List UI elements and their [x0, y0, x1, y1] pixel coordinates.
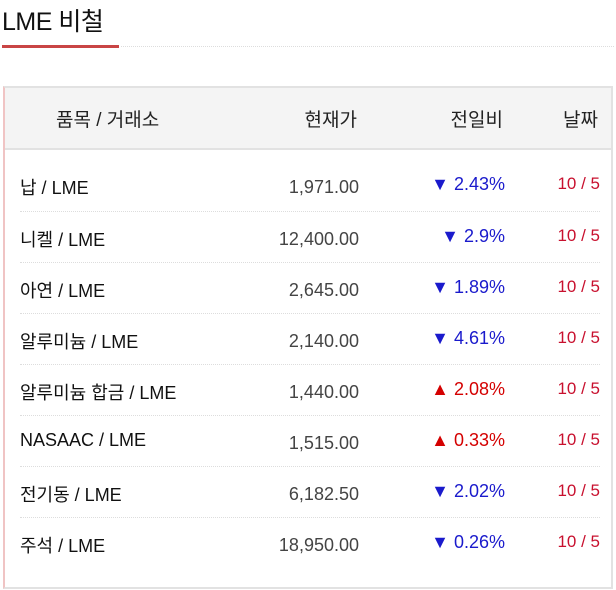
header-price: 현재가: [304, 110, 357, 131]
change-down: ▼ 4.61%: [431, 328, 505, 348]
item-name[interactable]: 니켈 / LME: [20, 230, 106, 250]
change-up: ▲ 2.08%: [431, 379, 505, 399]
current-price: 18,950.00: [278, 535, 359, 555]
change-down: ▼ 2.02%: [431, 481, 505, 501]
change-down: ▼ 2.43%: [431, 174, 505, 194]
change-down: ▼ 1.89%: [431, 277, 505, 297]
item-name[interactable]: 주석 / LME: [20, 536, 106, 556]
item-name[interactable]: 전기동 / LME: [20, 485, 122, 505]
date: 10 / 5: [557, 226, 600, 245]
table-row[interactable]: 납 / LME 1,971.00 ▼ 2.43% 10 / 5: [20, 160, 600, 211]
title-underline: [2, 45, 119, 48]
current-price: 1,515.00: [288, 433, 359, 453]
date: 10 / 5: [557, 532, 600, 551]
date: 10 / 5: [557, 328, 600, 347]
table-row[interactable]: 니켈 / LME 12,400.00 ▼ 2.9% 10 / 5: [20, 211, 600, 263]
date: 10 / 5: [557, 481, 600, 500]
current-price: 2,645.00: [288, 280, 359, 300]
header-date: 날짜: [563, 110, 598, 131]
current-price: 2,140.00: [288, 331, 359, 351]
change-down: ▼ 0.26%: [431, 532, 505, 552]
change-up: ▲ 0.33%: [431, 430, 505, 450]
current-price: 1,971.00: [288, 177, 359, 197]
current-price: 1,440.00: [288, 382, 359, 402]
table-row[interactable]: 주석 / LME 18,950.00 ▼ 0.26% 10 / 5: [20, 517, 600, 569]
table-row[interactable]: NASAAC / LME 1,515.00 ▲ 0.33% 10 / 5: [20, 415, 600, 467]
date: 10 / 5: [557, 379, 600, 398]
lme-table: 품목 / 거래소 현재가 전일비 날짜 납 / LME 1,971.00 ▼ 2…: [3, 86, 613, 589]
table-row[interactable]: 알루미늄 / LME 2,140.00 ▼ 4.61% 10 / 5: [20, 313, 600, 365]
item-name[interactable]: 아연 / LME: [20, 281, 106, 301]
current-price: 6,182.50: [288, 484, 359, 504]
title-divider: [121, 46, 614, 47]
date: 10 / 5: [557, 277, 600, 296]
section-title: LME 비철: [2, 8, 104, 36]
change-down: ▼ 2.9%: [441, 226, 505, 246]
item-name[interactable]: NASAAC / LME: [20, 430, 147, 450]
table-header: 품목 / 거래소 현재가 전일비 날짜: [5, 88, 611, 150]
date: 10 / 5: [557, 430, 600, 449]
item-name[interactable]: 납 / LME: [20, 178, 89, 198]
current-price: 12,400.00: [278, 229, 359, 249]
header-change: 전일비: [450, 110, 503, 131]
table-row[interactable]: 전기동 / LME 6,182.50 ▼ 2.02% 10 / 5: [20, 466, 600, 518]
header-item: 품목 / 거래소: [56, 110, 160, 131]
table-row[interactable]: 알루미늄 합금 / LME 1,440.00 ▲ 2.08% 10 / 5: [20, 364, 600, 416]
table-row[interactable]: 아연 / LME 2,645.00 ▼ 1.89% 10 / 5: [20, 262, 600, 314]
item-name[interactable]: 알루미늄 / LME: [20, 332, 139, 352]
date: 10 / 5: [557, 174, 600, 193]
item-name[interactable]: 알루미늄 합금 / LME: [20, 383, 177, 403]
